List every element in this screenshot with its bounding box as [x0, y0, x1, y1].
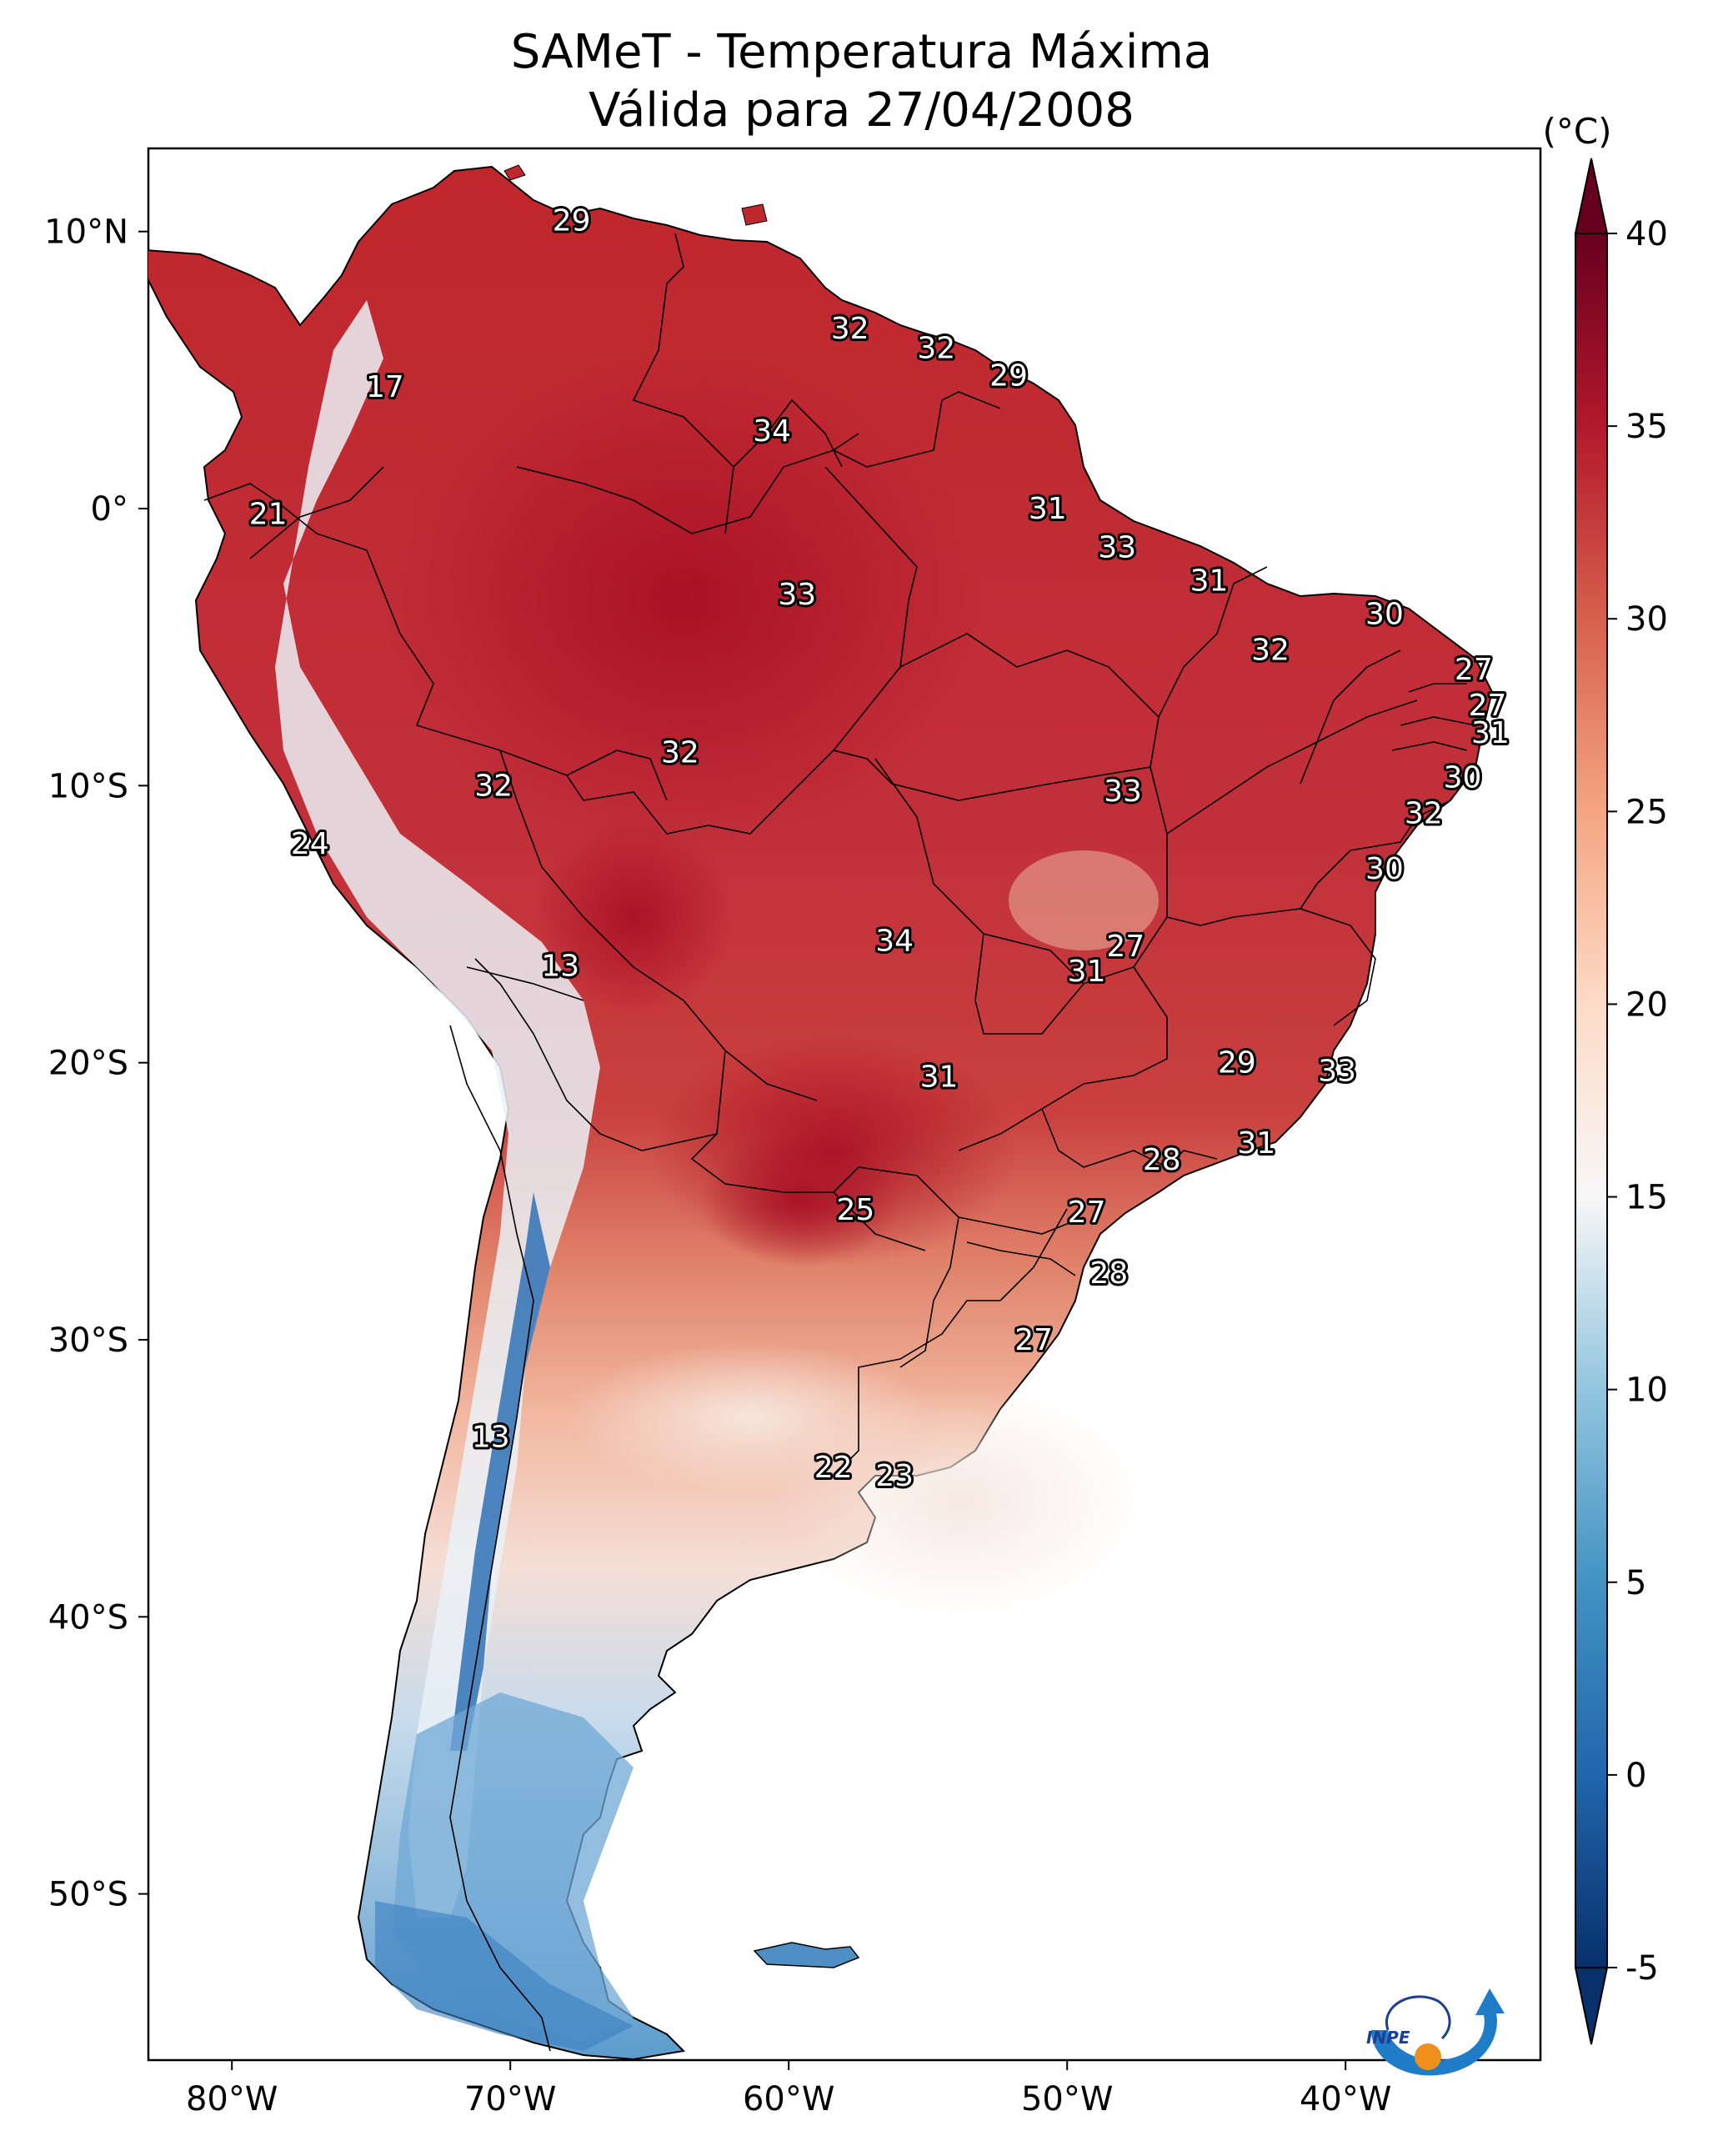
colorbar-tick-label: 5	[1625, 1564, 1646, 1602]
chart-title: SAMeT - Temperatura Máxima Válida para 2…	[0, 23, 1723, 140]
lon-tick-label: 80°W	[186, 2080, 278, 2118]
colorbar-top-arrow	[1574, 158, 1609, 234]
city-temperature-label: 27	[1106, 930, 1144, 964]
lat-tick-label: 10°N	[44, 213, 128, 252]
city-temperature-label: 28	[1143, 1143, 1181, 1177]
colorbar-unit: (°C)	[1542, 111, 1611, 152]
lon-tick-label: 50°W	[1021, 2080, 1113, 2118]
city-temperature-label: 21	[249, 498, 288, 532]
city-temperature-label: 22	[814, 1451, 853, 1485]
logo-arc-icon	[1385, 1995, 1451, 2040]
city-temperature-label: 29	[1218, 1046, 1256, 1081]
colorbar-tick-label: 0	[1625, 1757, 1646, 1795]
colorbar: -5 0 5 10 15 20 25 30 35 40 (°C)	[1542, 111, 1668, 2045]
andes-cold-core	[450, 1192, 550, 1751]
city-temperature-label: 29	[553, 203, 591, 238]
logo-dot-icon	[1415, 2043, 1441, 2070]
colorbar-tick-label: 35	[1625, 408, 1668, 446]
logo-text: INPE	[1366, 2028, 1410, 2048]
lat-tick-label: 20°S	[48, 1045, 128, 1083]
colorbar-body	[1575, 233, 1608, 1968]
city-temperature-label: 31	[1029, 492, 1067, 526]
colorbar-tick-label: -5	[1625, 1949, 1659, 1988]
city-temperature-label: 13	[541, 949, 579, 983]
lat-tick-label: 50°S	[48, 1876, 128, 1914]
city-temperature-label: 31	[1190, 564, 1229, 598]
colorbar-tick-label: 25	[1625, 793, 1668, 831]
city-temperature-label: 17	[366, 370, 404, 404]
city-temperature-label: 27	[1469, 689, 1507, 723]
city-temperature-label: 31	[1471, 716, 1510, 750]
city-temperature-label: 27	[1455, 653, 1493, 687]
city-temperature-label: 33	[778, 578, 816, 612]
lat-tick-label: 10°S	[48, 767, 128, 805]
city-temperature-label: 32	[661, 735, 699, 770]
city-temperature-label: 28	[1089, 1256, 1128, 1291]
andes-cold-band	[275, 300, 600, 1918]
lon-tick-label: 70°W	[464, 2080, 556, 2118]
logo-swoosh-icon	[1371, 1988, 1505, 2076]
city-temperature-label: 34	[753, 414, 791, 449]
city-temperature-label: 33	[1098, 531, 1136, 565]
city-temperature-label: 32	[831, 312, 869, 346]
city-temperature-label: 25	[836, 1193, 874, 1227]
lat-tick-label: 30°S	[48, 1321, 128, 1360]
city-temperature-label: 33	[1318, 1055, 1356, 1089]
lat-tick-label: 0°	[91, 490, 128, 529]
city-temperature-label: 30	[1365, 852, 1404, 886]
colorbar-tick-label: 30	[1625, 600, 1668, 639]
city-temperature-label: 32	[917, 331, 955, 365]
falkland-islands	[753, 1942, 860, 1968]
title-line-2: Válida para 27/04/2008	[589, 83, 1134, 138]
lat-tick-label: 40°S	[48, 1598, 128, 1637]
caribbean-islands	[503, 164, 768, 226]
city-temperature-label: 30	[1365, 597, 1404, 631]
city-temperature-label: 32	[474, 769, 513, 803]
city-temperature-label: 32	[1405, 797, 1443, 831]
country-borders	[203, 233, 1476, 2052]
city-temperature-label: 24	[291, 827, 329, 861]
city-temperature-label: 30	[1444, 760, 1482, 795]
colorbar-bottom-arrow	[1574, 1967, 1609, 2045]
city-temperature-label: 34	[875, 924, 914, 958]
lon-tick-label: 60°W	[743, 2080, 834, 2118]
city-temperature-label: 27	[1068, 1196, 1106, 1230]
longitude-axis: 80°W 70°W 60°W 50°W 40°W	[186, 2060, 1391, 2118]
city-temperature-label: 29	[989, 359, 1028, 394]
inpe-logo: INPE	[1366, 1988, 1505, 2076]
title-line-1: SAMeT - Temperatura Máxima	[510, 25, 1213, 79]
colorbar-tick-label: 15	[1625, 1179, 1668, 1217]
city-temperature-label: 33	[1104, 775, 1142, 809]
colorbar-tick-label: 40	[1625, 215, 1668, 253]
latitude-axis: 10°N 0° 10°S 20°S 30°S 40°S 50°S	[44, 213, 148, 1914]
city-temperature-label: 23	[875, 1459, 914, 1493]
city-temperature-label: 13	[472, 1420, 510, 1454]
city-temperature-label: 32	[1251, 633, 1290, 667]
colorbar-tick-label: 20	[1625, 985, 1668, 1024]
lon-tick-label: 40°W	[1300, 2080, 1391, 2118]
city-temperature-label: 31	[920, 1060, 959, 1094]
colorbar-ticks: -5 0 5 10 15 20 25 30 35 40	[1607, 215, 1668, 1988]
southern-tip-cool	[375, 1901, 634, 2051]
city-temperature-label: 31	[1068, 955, 1106, 989]
city-temperature-label: 31	[1237, 1126, 1275, 1161]
colorbar-tick-label: 10	[1625, 1371, 1668, 1410]
city-temperature-label: 27	[1014, 1323, 1053, 1357]
